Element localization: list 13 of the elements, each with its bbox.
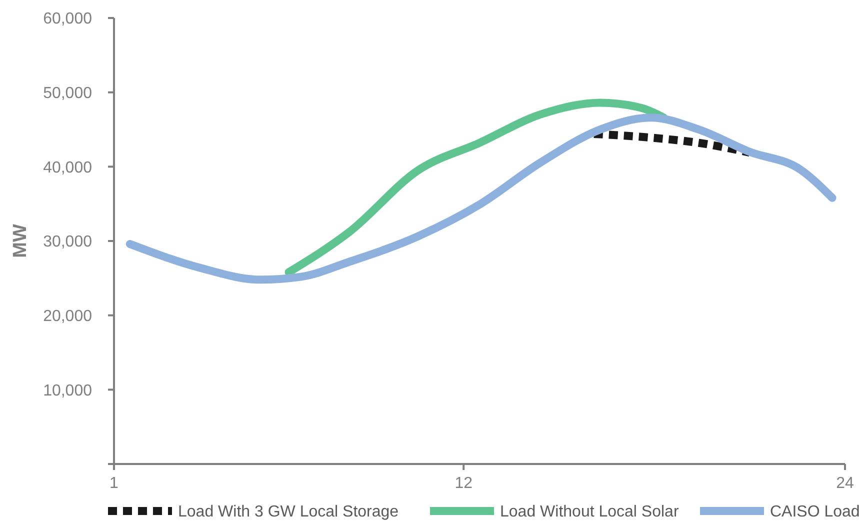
x-tick-label: 24 [836,475,854,492]
legend-label: Load Without Local Solar [500,504,680,521]
x-tick-label: 1 [110,475,119,492]
y-tick-label: 60,000 [43,10,92,28]
y-axis-title: MW [10,224,31,258]
legend-label: Load With 3 GW Local Storage [178,504,399,521]
y-tick-label: 20,000 [43,308,92,325]
y-tick-label: 40,000 [43,159,92,176]
y-tick-label: 50,000 [43,84,92,102]
x-tick-label: 12 [454,475,473,492]
y-tick-label: 10,000 [43,382,92,400]
y-tick-label: 30,000 [43,234,92,251]
legend-label: CAISO Load [770,504,859,521]
